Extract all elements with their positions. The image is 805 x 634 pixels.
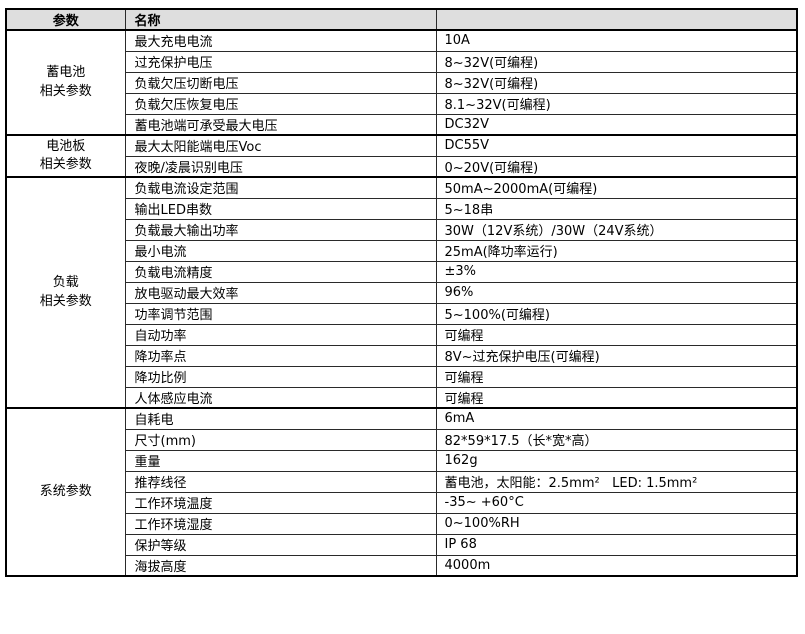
spec-table: 参数 名称 蓄电池 相关参数 最大充电电流 10A 过充保护电压 8~32V(可编程) 负… <box>5 8 798 577</box>
table-row: 系统参数 自耗电 6mA <box>5 407 798 577</box>
table-row: 夜晚/凌晨识别电压 0~20V(可编程) <box>6 155 798 178</box>
table-row: 过充保护电压 8~32V(可编程) <box>6 50 798 73</box>
spec-name-cell: 夜晚/凌晨识别电压 <box>124 155 437 178</box>
table-row: 蓄电池端可承受最大电压 DC32V <box>6 113 798 136</box>
spec-value-cell: 蓄电池，太阳能：2.5mm² LED: 1.5mm² <box>435 470 798 493</box>
table-row: 负载电流精度 ±3% <box>6 260 798 283</box>
spec-value-cell: 可编程 <box>435 386 798 409</box>
spec-name-cell: 工作环境湿度 <box>124 512 437 535</box>
spec-value-cell: 8V~过充保护电压(可编程) <box>435 344 798 367</box>
spec-value-cell: IP 68 <box>435 533 798 556</box>
table-row: 负载欠压恢复电压 8.1~32V(可编程) <box>6 92 798 115</box>
table-row: 保护等级 IP 68 <box>6 533 798 556</box>
spec-value-cell: 50mA~2000mA(可编程) <box>435 176 798 199</box>
spec-name-cell: 放电驱动最大效率 <box>124 281 437 304</box>
param-group-cell: 电池板 相关参数 <box>5 134 126 178</box>
header-row: 参数 名称 <box>5 8 798 31</box>
spec-name-cell: 重量 <box>124 449 437 472</box>
spec-value-cell: 30W（12V系统）/30W（24V系统） <box>435 218 798 241</box>
spec-value-cell: DC55V <box>435 134 798 157</box>
spec-name-cell: 降功率点 <box>124 344 437 367</box>
spec-name-cell: 人体感应电流 <box>124 386 437 409</box>
spec-value-cell: 可编程 <box>435 365 798 388</box>
spec-value-cell: 8~32V(可编程) <box>435 50 798 73</box>
spec-name-cell: 蓄电池端可承受最大电压 <box>124 113 437 136</box>
table-row: 工作环境温度 -35~ +60°C <box>6 491 798 514</box>
spec-name-cell: 功率调节范围 <box>124 302 437 325</box>
spec-value-cell: 8.1~32V(可编程) <box>435 92 798 115</box>
header-name: 名称 <box>124 8 437 31</box>
table-row: 推荐线径 蓄电池，太阳能：2.5mm² LED: 1.5mm² <box>6 470 798 493</box>
table-row: 海拔高度 4000m <box>6 554 798 577</box>
spec-name-cell: 负载欠压切断电压 <box>124 71 437 94</box>
spec-value-cell: 162g <box>435 449 798 472</box>
param-group-cell: 蓄电池 相关参数 <box>5 29 126 136</box>
spec-value-cell: 82*59*17.5（长*宽*高） <box>435 428 798 451</box>
spec-name-cell: 尺寸(mm) <box>124 428 437 451</box>
spec-name-cell: 海拔高度 <box>124 554 437 577</box>
spec-name-cell: 自动功率 <box>124 323 437 346</box>
spec-value-cell: ±3% <box>435 260 798 283</box>
spec-value-cell: 可编程 <box>435 323 798 346</box>
spec-value-cell: 0~100%RH <box>435 512 798 535</box>
table-row: 尺寸(mm) 82*59*17.5（长*宽*高） <box>6 428 798 451</box>
spec-value-cell: 5~100%(可编程) <box>435 302 798 325</box>
spec-name-cell: 最大太阳能端电压Voc <box>124 134 437 157</box>
spec-name-cell: 负载电流精度 <box>124 260 437 283</box>
spec-name-cell: 最小电流 <box>124 239 437 262</box>
param-group-cell: 系统参数 <box>5 407 126 577</box>
spec-name-cell: 最大充电电流 <box>124 29 437 52</box>
table-row: 负载欠压切断电压 8~32V(可编程) <box>6 71 798 94</box>
spec-name-cell: 保护等级 <box>124 533 437 556</box>
header-param: 参数 <box>5 8 126 31</box>
table-row: 放电驱动最大效率 96% <box>6 281 798 304</box>
spec-table-body: 蓄电池 相关参数 最大充电电流 10A 过充保护电压 8~32V(可编程) 负载欠压切断电… <box>5 29 798 577</box>
table-row: 负载 相关参数 负载电流设定范围 50mA~2000mA(可编程) <box>5 176 798 409</box>
spec-name-cell: 降功比例 <box>124 365 437 388</box>
spec-name-cell: 负载欠压恢复电压 <box>124 92 437 115</box>
table-row: 降功率点 8V~过充保护电压(可编程) <box>6 344 798 367</box>
spec-name-cell: 输出LED串数 <box>124 197 437 220</box>
spec-name-cell: 负载电流设定范围 <box>124 176 437 199</box>
spec-value-cell: -35~ +60°C <box>435 491 798 514</box>
table-row: 降功比例 可编程 <box>6 365 798 388</box>
table-row: 人体感应电流 可编程 <box>6 386 798 409</box>
table-row: 功率调节范围 5~100%(可编程) <box>6 302 798 325</box>
spec-name-cell: 负载最大输出功率 <box>124 218 437 241</box>
spec-value-cell: 4000m <box>435 554 798 577</box>
spec-value-cell: DC32V <box>435 113 798 136</box>
table-row: 工作环境湿度 0~100%RH <box>6 512 798 535</box>
header-value <box>435 8 798 31</box>
spec-name-cell: 工作环境温度 <box>124 491 437 514</box>
spec-value-cell: 8~32V(可编程) <box>435 71 798 94</box>
spec-value-cell: 10A <box>435 29 798 52</box>
spec-value-cell: 6mA <box>435 407 798 430</box>
param-group-cell: 负载 相关参数 <box>5 176 126 409</box>
table-row: 输出LED串数 5~18串 <box>6 197 798 220</box>
spec-value-cell: 5~18串 <box>435 197 798 220</box>
spec-name-cell: 推荐线径 <box>124 470 437 493</box>
spec-value-cell: 25mA(降功率运行) <box>435 239 798 262</box>
table-row: 重量 162g <box>6 449 798 472</box>
table-row: 电池板 相关参数 最大太阳能端电压Voc DC55V <box>5 134 798 178</box>
spec-name-cell: 自耗电 <box>124 407 437 430</box>
table-row: 自动功率 可编程 <box>6 323 798 346</box>
spec-name-cell: 过充保护电压 <box>124 50 437 73</box>
table-row: 蓄电池 相关参数 最大充电电流 10A <box>5 29 798 136</box>
table-row: 负载最大输出功率 30W（12V系统）/30W（24V系统） <box>6 218 798 241</box>
table-row: 最小电流 25mA(降功率运行) <box>6 239 798 262</box>
spec-value-cell: 96% <box>435 281 798 304</box>
spec-value-cell: 0~20V(可编程) <box>435 155 798 178</box>
